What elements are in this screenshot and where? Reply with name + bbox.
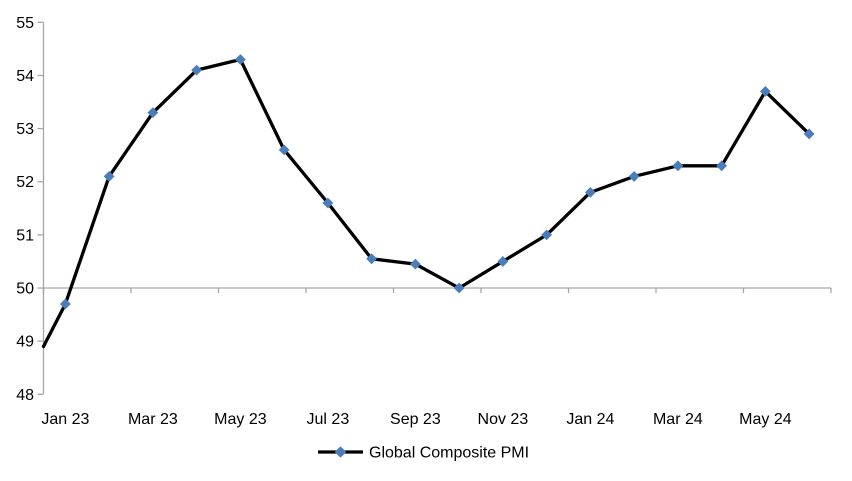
data-point-marker [716, 160, 728, 172]
y-tick-label: 51 [16, 227, 34, 244]
series-global-composite-pmi [41, 54, 815, 349]
x-tick-label: Jan 23 [41, 411, 89, 428]
data-point-marker [191, 64, 203, 76]
legend: Global Composite PMI [318, 445, 529, 462]
x-tick-label: May 23 [214, 411, 267, 428]
data-point-marker [409, 258, 421, 270]
y-tick-label: 55 [16, 15, 34, 32]
data-point-marker [322, 197, 334, 209]
data-point-marker [234, 54, 246, 65]
legend-marker-diamond-icon [334, 446, 347, 458]
legend-label: Global Composite PMI [369, 445, 529, 462]
x-tick-label: Mar 23 [128, 411, 178, 428]
x-tick-label: Nov 23 [478, 411, 529, 428]
data-point-marker [672, 160, 684, 172]
data-point-marker [453, 282, 465, 294]
data-point-marker [103, 171, 115, 182]
x-tick-label: Jan 24 [566, 411, 614, 428]
data-point-marker [584, 186, 596, 198]
x-tick-label: Mar 24 [653, 411, 703, 428]
data-point-marker [278, 144, 290, 156]
data-point-marker [147, 107, 159, 119]
data-point-marker [59, 298, 71, 310]
data-point-marker [497, 256, 509, 267]
y-tick-label: 54 [16, 68, 34, 85]
x-tick-label: Sep 23 [390, 411, 441, 428]
x-tick-label: May 24 [739, 411, 792, 428]
axis-labels: 48 49 50 51 52 53 54 55 Jan 23 Mar 23 May 23 Jul 23… [16, 15, 792, 428]
pmi-line [41, 57, 811, 349]
data-point-marker [366, 253, 378, 265]
data-point-marker [803, 128, 815, 140]
y-tick-label: 48 [16, 387, 34, 404]
y-tick-label: 53 [16, 121, 34, 138]
data-point-marker [628, 171, 640, 182]
data-point-marker [541, 229, 553, 241]
y-tick-label: 52 [16, 174, 34, 191]
data-point-marker [759, 86, 771, 97]
axes [37, 21, 832, 395]
y-tick-label: 50 [16, 281, 34, 298]
y-tick-label: 49 [16, 334, 34, 351]
x-tick-label: Jul 23 [307, 411, 350, 428]
